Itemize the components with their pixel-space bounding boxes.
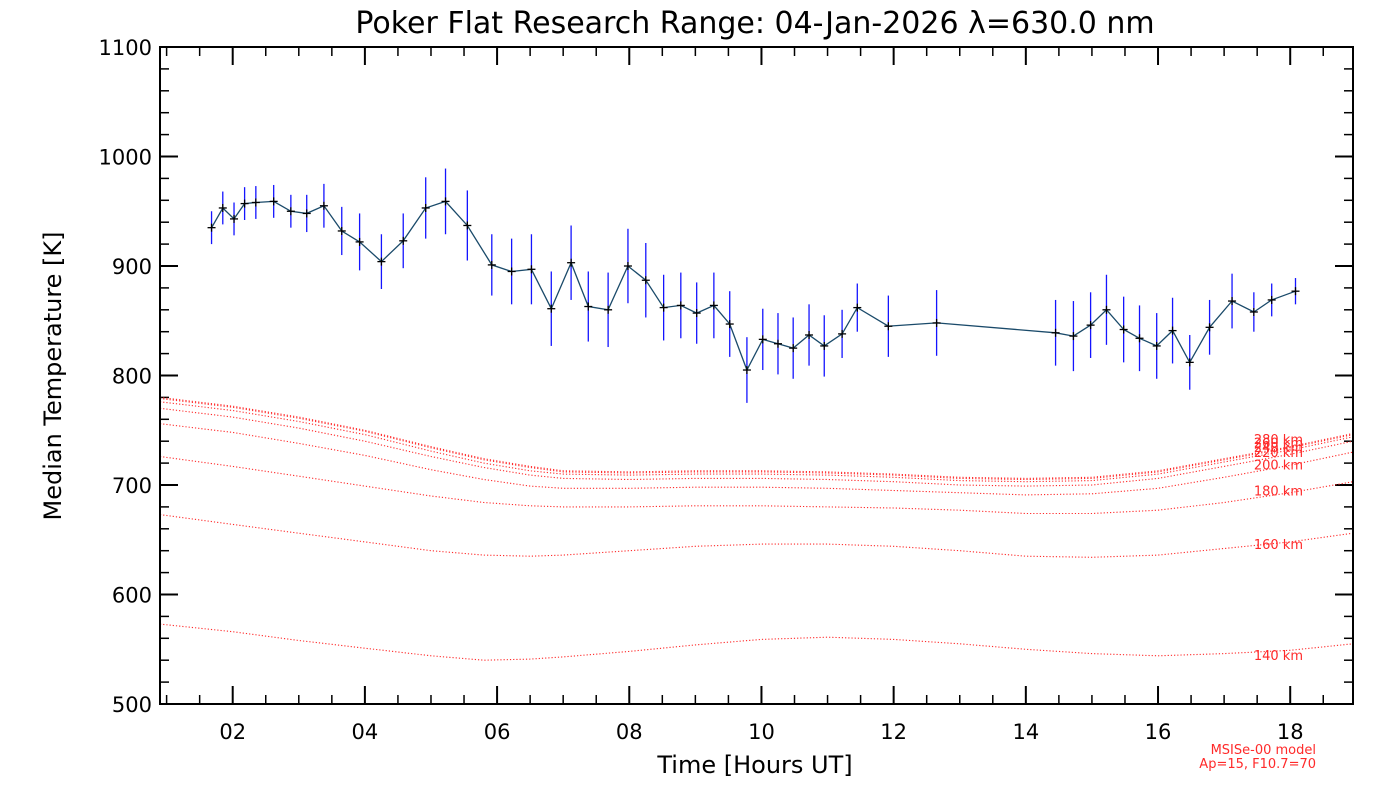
data-point	[269, 197, 278, 206]
x-tick-label: 12	[880, 720, 907, 744]
model-label-200-km: 200 km	[1254, 458, 1303, 473]
data-point	[1051, 328, 1060, 337]
temperature-line	[211, 200, 1296, 372]
model-label-180-km: 180 km	[1254, 485, 1303, 500]
data-point	[421, 203, 430, 212]
data-point	[676, 301, 685, 310]
y-tick-label: 1000	[99, 146, 152, 170]
data-point	[604, 305, 613, 314]
data-point	[1102, 305, 1111, 314]
model-curve-180-km	[159, 455, 1354, 515]
data-point	[319, 201, 328, 210]
x-axis-label: Time [Hours UT]	[656, 751, 852, 779]
data-point	[773, 339, 782, 348]
data-point	[820, 341, 829, 350]
data-point	[1152, 341, 1161, 350]
data-point	[487, 260, 496, 269]
x-tick-label: 08	[616, 720, 643, 744]
model-note-line-1: MSISe-00 model	[1211, 743, 1316, 758]
data-point	[1228, 297, 1237, 306]
data-point	[641, 276, 650, 285]
x-tick-label: 04	[352, 720, 379, 744]
model-label-140-km: 140 km	[1254, 649, 1303, 664]
data-point	[527, 265, 536, 274]
data-point	[1135, 334, 1144, 343]
x-tick-label: 14	[1012, 720, 1039, 744]
data-point	[240, 199, 249, 208]
model-label-260-km: 260 km	[1254, 436, 1303, 451]
data-point	[838, 329, 847, 338]
data-point	[1185, 358, 1194, 367]
data-point	[377, 257, 386, 266]
data-point	[1119, 325, 1128, 334]
y-tick-label: 900	[112, 255, 152, 279]
data-point	[623, 262, 632, 270]
data-point	[399, 236, 408, 245]
data-point	[218, 203, 227, 212]
data-point	[709, 301, 718, 310]
data-point	[789, 344, 798, 353]
data-point	[758, 335, 767, 344]
data-point	[1168, 326, 1177, 335]
data-point	[507, 267, 516, 276]
data-point	[463, 221, 472, 230]
model-curve-200-km	[159, 423, 1354, 496]
data-point	[302, 209, 311, 218]
model-note-line-2: Ap=15, F10.7=70	[1199, 757, 1316, 772]
x-tick-label: 10	[748, 720, 775, 744]
data-point	[1069, 332, 1078, 341]
y-tick-label: 800	[112, 365, 152, 389]
data-point	[725, 320, 734, 329]
y-tick-label: 700	[112, 474, 152, 498]
data-point	[805, 330, 814, 339]
x-tick-label: 06	[484, 720, 511, 744]
data-point	[1267, 295, 1276, 304]
data-point	[1291, 287, 1300, 296]
data-point	[547, 304, 556, 313]
data-point	[337, 226, 346, 235]
data-point	[1205, 323, 1214, 332]
data-point	[286, 207, 295, 216]
model-label-240-km: 240 km	[1254, 441, 1303, 456]
data-point	[251, 198, 260, 207]
model-curve-160-km	[159, 514, 1354, 558]
chart-title: Poker Flat Research Range: 04-Jan-2026 λ…	[355, 6, 1154, 41]
model-label-280-km: 280 km	[1254, 433, 1303, 448]
data-point	[932, 318, 941, 327]
x-tick-label: 16	[1145, 720, 1172, 744]
plot-frame	[159, 46, 1354, 705]
x-tick-label: 02	[219, 720, 246, 744]
data-point	[1086, 321, 1095, 330]
y-tick-label: 500	[112, 693, 152, 717]
data-point	[742, 366, 751, 375]
axes-layer: 500 600 700 800 900 1000 1100 02 04 06 08 10 12 14 16 1…	[99, 36, 1353, 744]
x-tick-label: 18	[1277, 720, 1304, 744]
model-label-160-km: 160 km	[1254, 538, 1303, 553]
data-point	[853, 303, 862, 312]
data-point	[1249, 307, 1258, 316]
y-tick-label: 1100	[99, 36, 152, 60]
data-point	[441, 197, 450, 206]
data-point	[355, 237, 364, 246]
data-point	[884, 322, 893, 331]
y-axis-label: Median Temperature [K]	[39, 231, 67, 520]
observed-series	[207, 168, 1300, 403]
y-tick-label: 600	[112, 584, 152, 608]
data-point	[584, 302, 593, 311]
data-point	[692, 309, 701, 318]
data-point	[567, 258, 576, 267]
data-point	[207, 223, 216, 232]
data-point	[230, 214, 239, 223]
data-point	[659, 303, 668, 312]
